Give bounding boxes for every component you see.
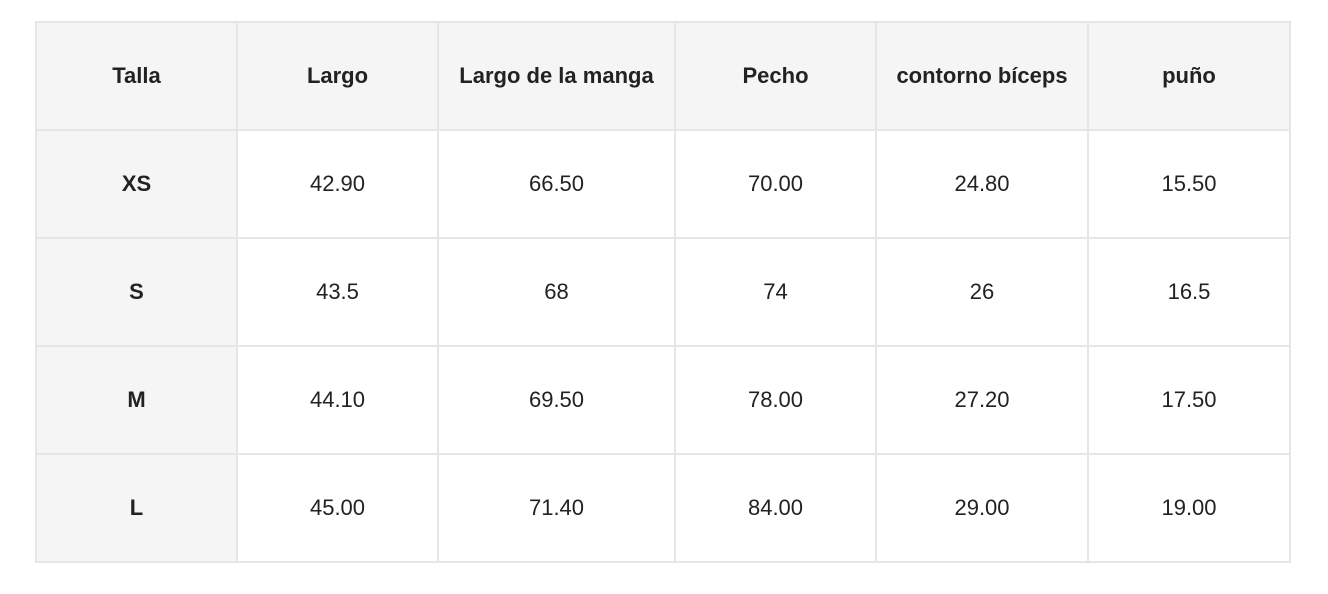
table-cell: 69.50 <box>437 345 676 455</box>
table-cell: 19.00 <box>1087 453 1291 563</box>
table-cell: 70.00 <box>674 129 877 239</box>
column-header: puño <box>1087 21 1291 131</box>
column-header: Pecho <box>674 21 877 131</box>
size-label-cell: S <box>35 237 238 347</box>
table-cell: 43.5 <box>236 237 439 347</box>
table-cell: 29.00 <box>875 453 1089 563</box>
size-label-cell: XS <box>35 129 238 239</box>
table-cell: 44.10 <box>236 345 439 455</box>
column-header: Talla <box>35 21 238 131</box>
table-cell: 15.50 <box>1087 129 1291 239</box>
table-row: L 45.00 71.40 84.00 29.00 19.00 <box>35 453 1291 563</box>
table-cell: 74 <box>674 237 877 347</box>
size-table: Talla Largo Largo de la manga Pecho contorno… <box>35 21 1291 563</box>
table-cell: 17.50 <box>1087 345 1291 455</box>
column-header: contorno bíceps <box>875 21 1089 131</box>
table-cell: 78.00 <box>674 345 877 455</box>
column-header: Largo de la manga <box>437 21 676 131</box>
table-cell: 66.50 <box>437 129 676 239</box>
table-row: XS 42.90 66.50 70.00 24.80 15.50 <box>35 129 1291 239</box>
table-cell: 68 <box>437 237 676 347</box>
table-row: S 43.5 68 74 26 16.5 <box>35 237 1291 347</box>
size-label-cell: M <box>35 345 238 455</box>
size-label-cell: L <box>35 453 238 563</box>
table-cell: 16.5 <box>1087 237 1291 347</box>
table-cell: 24.80 <box>875 129 1089 239</box>
table-cell: 27.20 <box>875 345 1089 455</box>
table-cell: 42.90 <box>236 129 439 239</box>
table-cell: 71.40 <box>437 453 676 563</box>
column-header: Largo <box>236 21 439 131</box>
table-row: M 44.10 69.50 78.00 27.20 17.50 <box>35 345 1291 455</box>
table-cell: 84.00 <box>674 453 877 563</box>
table-cell: 26 <box>875 237 1089 347</box>
header-row: Talla Largo Largo de la manga Pecho contorno… <box>35 21 1291 131</box>
table-cell: 45.00 <box>236 453 439 563</box>
